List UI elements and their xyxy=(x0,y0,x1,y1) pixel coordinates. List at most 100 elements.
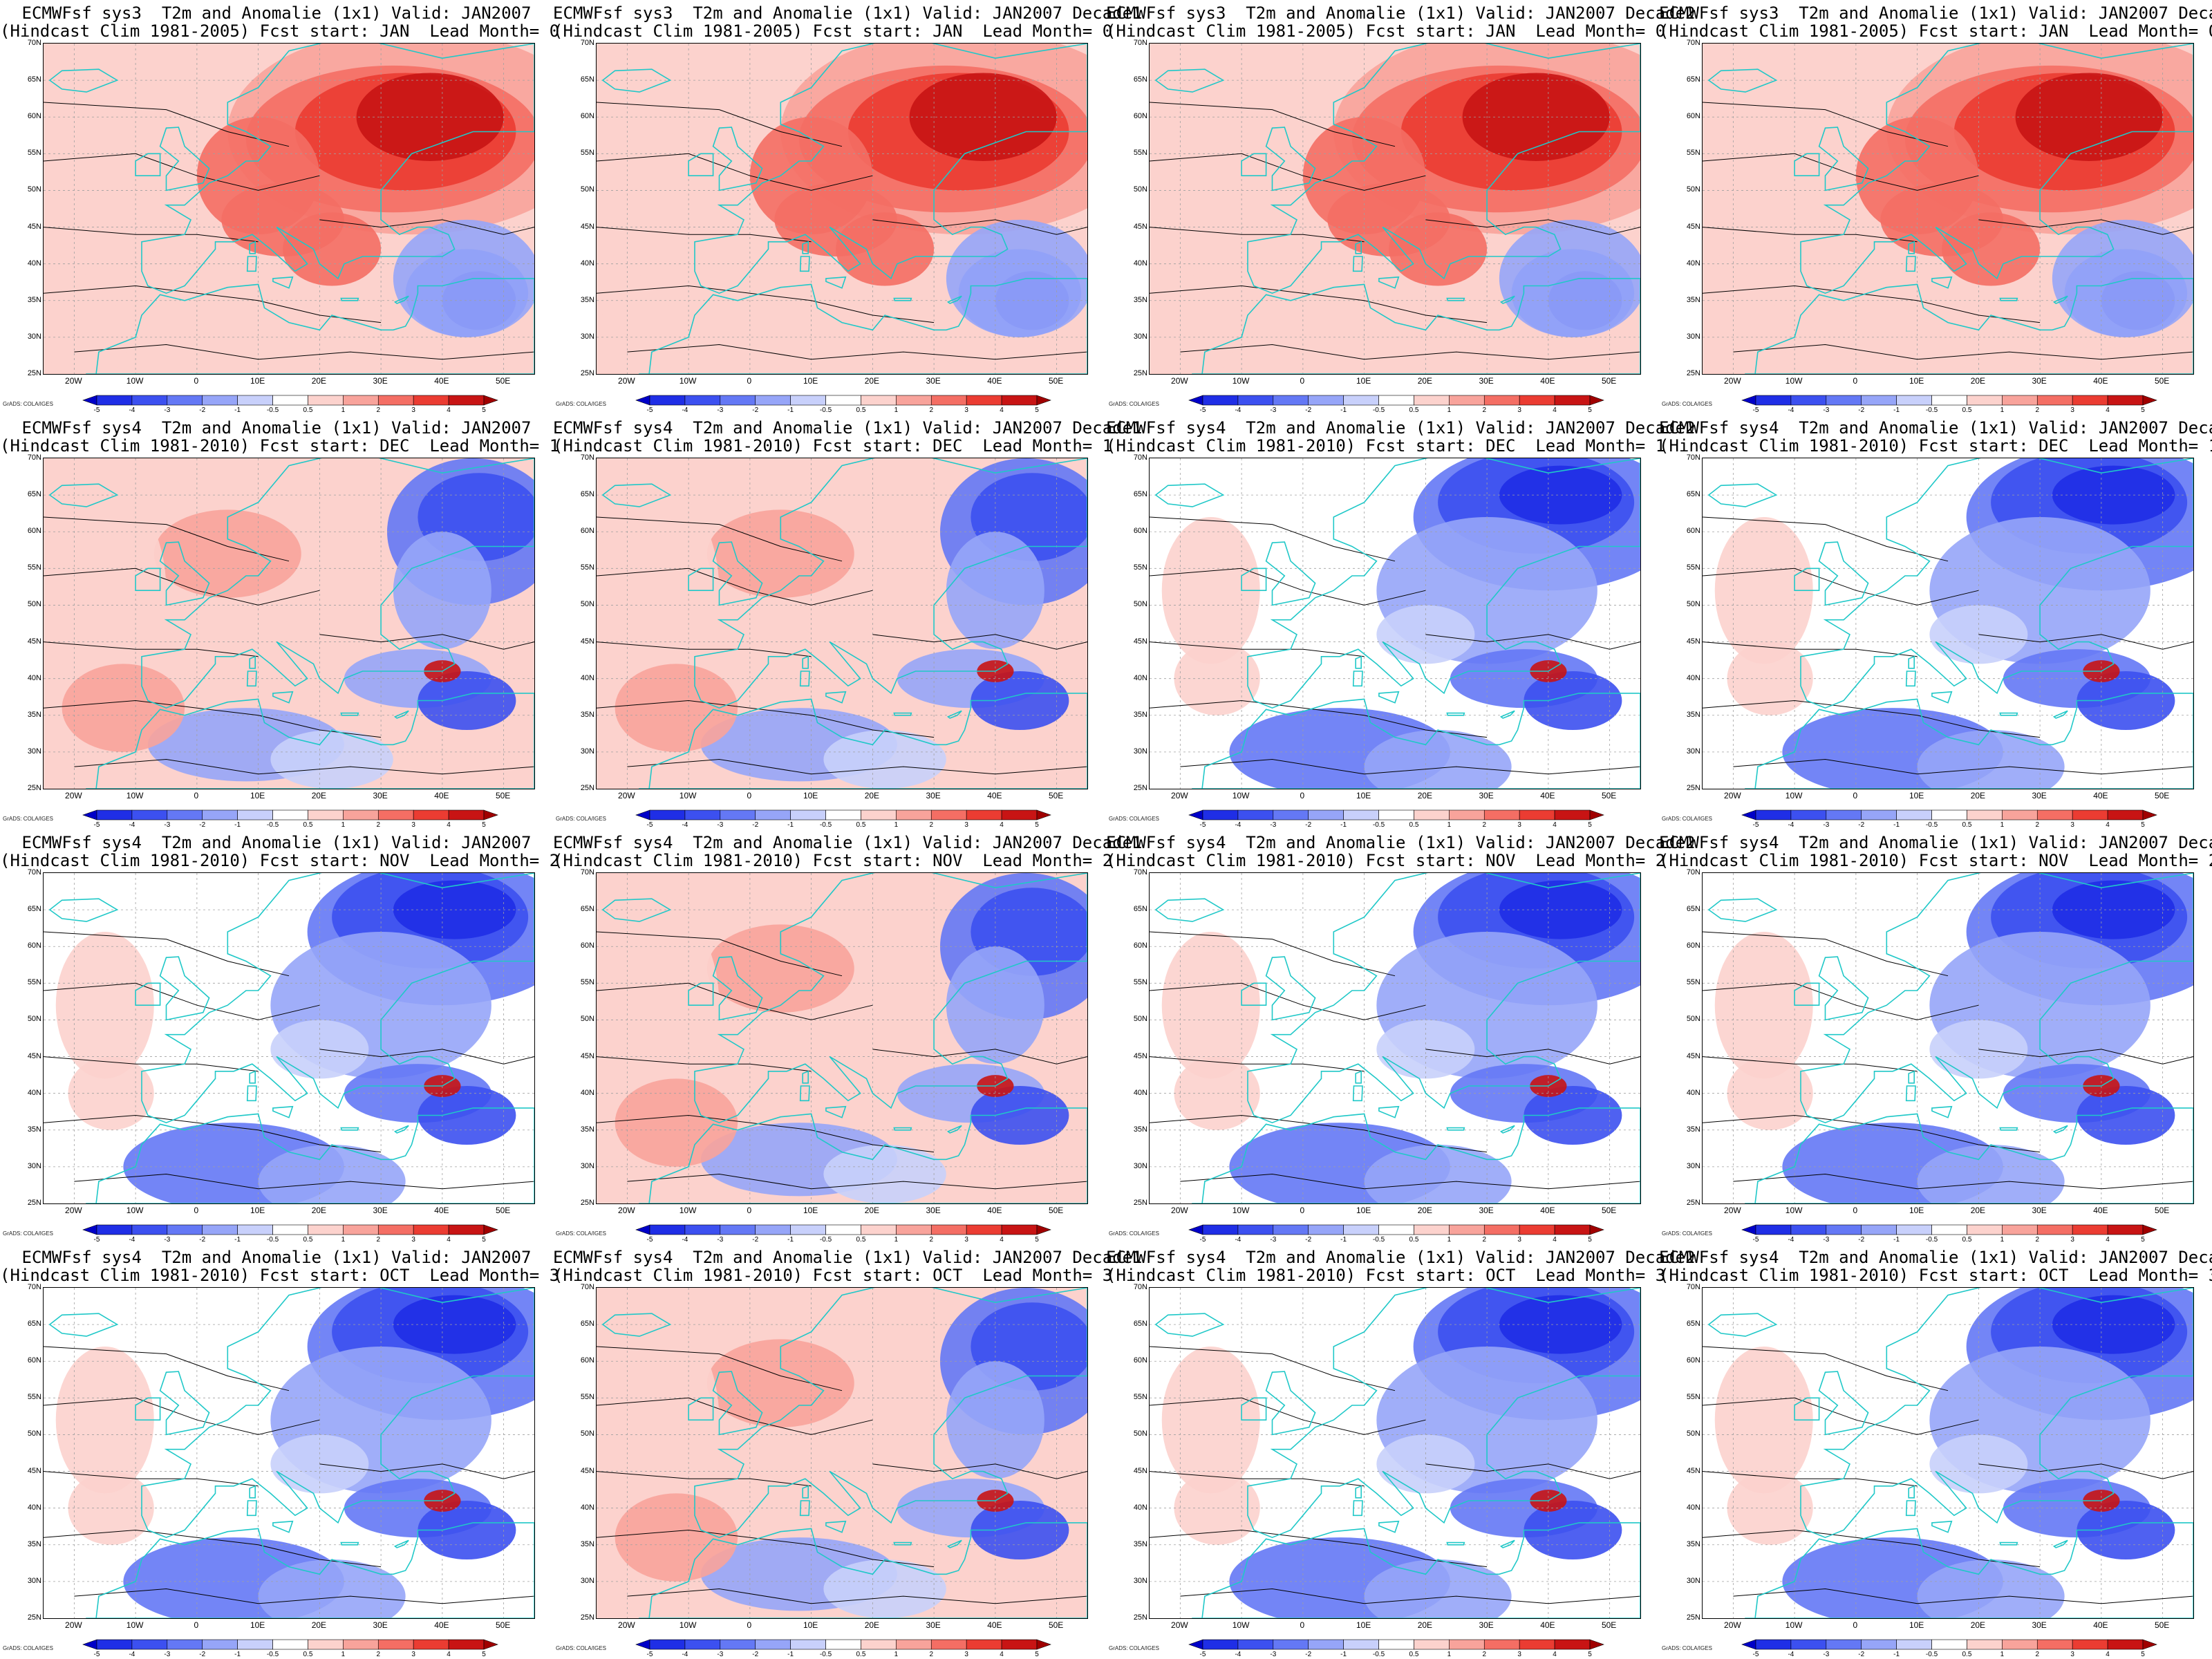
coastline xyxy=(893,297,912,301)
anomaly-region xyxy=(55,931,154,1079)
latitude-label: 50N xyxy=(580,1015,594,1024)
colorbar-swatch xyxy=(930,809,967,821)
latitude-label: 40N xyxy=(1686,673,1700,682)
latitude-label: 30N xyxy=(1133,332,1147,341)
latitude-label: 70N xyxy=(27,1283,41,1291)
anomaly-region xyxy=(258,1559,406,1618)
colorbar-swatch xyxy=(82,809,97,821)
longitude-label: 40E xyxy=(434,791,449,800)
colorbar-level-label: 2 xyxy=(929,1236,934,1244)
colorbar-swatch xyxy=(1343,395,1379,406)
latitude-label: 60N xyxy=(27,527,41,536)
grads-credit: GrADS: COLA/IGES xyxy=(556,1230,606,1237)
colorbar-level-label: 1 xyxy=(2000,1651,2005,1658)
anomaly-region xyxy=(393,1295,516,1354)
coastline xyxy=(1818,541,1869,606)
coastline xyxy=(340,297,359,301)
panel-subtitle: (Hindcast Clim 1981-2005) Fcst start: JA… xyxy=(553,21,1113,41)
colorbar-level-label: 1 xyxy=(2000,406,2005,414)
temperature-contour xyxy=(1733,344,2193,360)
map-panel: ECMWFsf sys4 T2m and Anomalie (1x1) Vali… xyxy=(1659,830,2212,1244)
colorbar-level-label: 0.5 xyxy=(303,406,313,414)
colorbar-level-label: -1 xyxy=(787,1236,794,1244)
colorbar-swatch xyxy=(1378,809,1414,821)
colorbar-level-label: 5 xyxy=(482,406,486,414)
longitude-label: 10E xyxy=(250,376,265,386)
longitude-label: 30E xyxy=(373,1620,388,1630)
temperature-contour xyxy=(1703,1397,1979,1435)
colorbar-swatch xyxy=(2036,809,2073,821)
coastline xyxy=(246,671,257,687)
latitude-label: 30N xyxy=(1133,1161,1147,1170)
colorbar-level-label: -3 xyxy=(1270,821,1277,829)
coastline xyxy=(1499,295,1515,304)
latitude-label: 50N xyxy=(1686,600,1700,609)
latitude-label: 30N xyxy=(1686,747,1700,756)
temperature-contour xyxy=(1150,1529,1488,1568)
coastline xyxy=(1908,655,1915,669)
colorbar-level-label: -3 xyxy=(717,821,724,829)
longitude-label: 10W xyxy=(679,1620,697,1630)
anomaly-region xyxy=(153,509,301,598)
colorbar-level-label: -4 xyxy=(1235,821,1241,829)
latitude-label: 45N xyxy=(27,1466,41,1475)
colorbar-level-label: 0.5 xyxy=(1409,1651,1419,1658)
colorbar-level-label: -4 xyxy=(682,406,688,414)
coastline xyxy=(1192,278,1640,374)
panel-subtitle: (Hindcast Clim 1981-2010) Fcst start: NO… xyxy=(0,851,560,870)
latitude-label: 35N xyxy=(580,295,594,304)
colorbar-swatch xyxy=(131,1224,168,1235)
longitude-label: 10E xyxy=(803,1206,818,1215)
colorbar-level-label: 4 xyxy=(1000,1236,1004,1244)
colorbar-level-label: -5 xyxy=(1752,821,1759,829)
colorbar xyxy=(1188,1224,1604,1235)
longitude-label: 20W xyxy=(65,376,82,386)
colorbar xyxy=(82,1224,498,1235)
longitude-label: 20E xyxy=(864,1620,880,1630)
temperature-contour xyxy=(1703,982,1979,1020)
colorbar-level-label: 1 xyxy=(894,821,899,829)
colorbar-level-label: -0.5 xyxy=(1372,1651,1385,1658)
colorbar-swatch xyxy=(825,395,861,406)
colorbar-swatch xyxy=(343,809,379,821)
colorbar-level-label: -4 xyxy=(1235,1651,1241,1658)
colorbar-swatch xyxy=(896,1224,932,1235)
longitude-label: 10W xyxy=(1232,376,1250,386)
longitude-label: 10E xyxy=(803,791,818,800)
longitude-label: 20W xyxy=(1171,376,1188,386)
colorbar-swatch xyxy=(1741,1224,1756,1235)
latitude-label: 55N xyxy=(1133,978,1147,987)
latitude-label: 60N xyxy=(1133,1356,1147,1365)
colorbar-swatch xyxy=(1790,1639,1827,1650)
coastline xyxy=(2052,710,2068,719)
longitude-label: 30E xyxy=(2032,376,2047,386)
latitude-label: 60N xyxy=(580,112,594,121)
anomaly-region xyxy=(1942,212,2041,286)
colorbar-swatch xyxy=(308,809,344,821)
latitude-label: 30N xyxy=(27,332,41,341)
colorbar-level-label: -4 xyxy=(1788,1651,1794,1658)
coastline xyxy=(688,1397,714,1421)
anomaly-region xyxy=(1917,1559,2065,1618)
latitude-label: 60N xyxy=(27,941,41,950)
colorbar-swatch xyxy=(635,395,650,406)
colorbar-swatch xyxy=(1414,809,1450,821)
temperature-contour xyxy=(44,153,320,191)
anomaly-region xyxy=(393,880,516,939)
coastline xyxy=(1192,1107,1640,1203)
grads-credit: GrADS: COLA/IGES xyxy=(3,1645,53,1651)
coastline xyxy=(1352,256,1363,272)
colorbar-swatch xyxy=(1967,1224,2003,1235)
anomaly-region xyxy=(1389,212,1488,286)
colorbar-level-label: 3 xyxy=(964,1651,968,1658)
colorbar-swatch xyxy=(1519,395,1555,406)
longitude-label: 30E xyxy=(926,1620,941,1630)
longitude-label: 20E xyxy=(1417,1620,1433,1630)
colorbar-level-label: 4 xyxy=(447,1236,451,1244)
anomaly-region xyxy=(1364,1145,1512,1203)
colorbar-swatch xyxy=(1273,809,1309,821)
coastline xyxy=(1352,1500,1363,1517)
longitude-label: 0 xyxy=(1853,791,1858,800)
latitude-label: 60N xyxy=(580,1356,594,1365)
colorbar-swatch xyxy=(1931,1224,1967,1235)
